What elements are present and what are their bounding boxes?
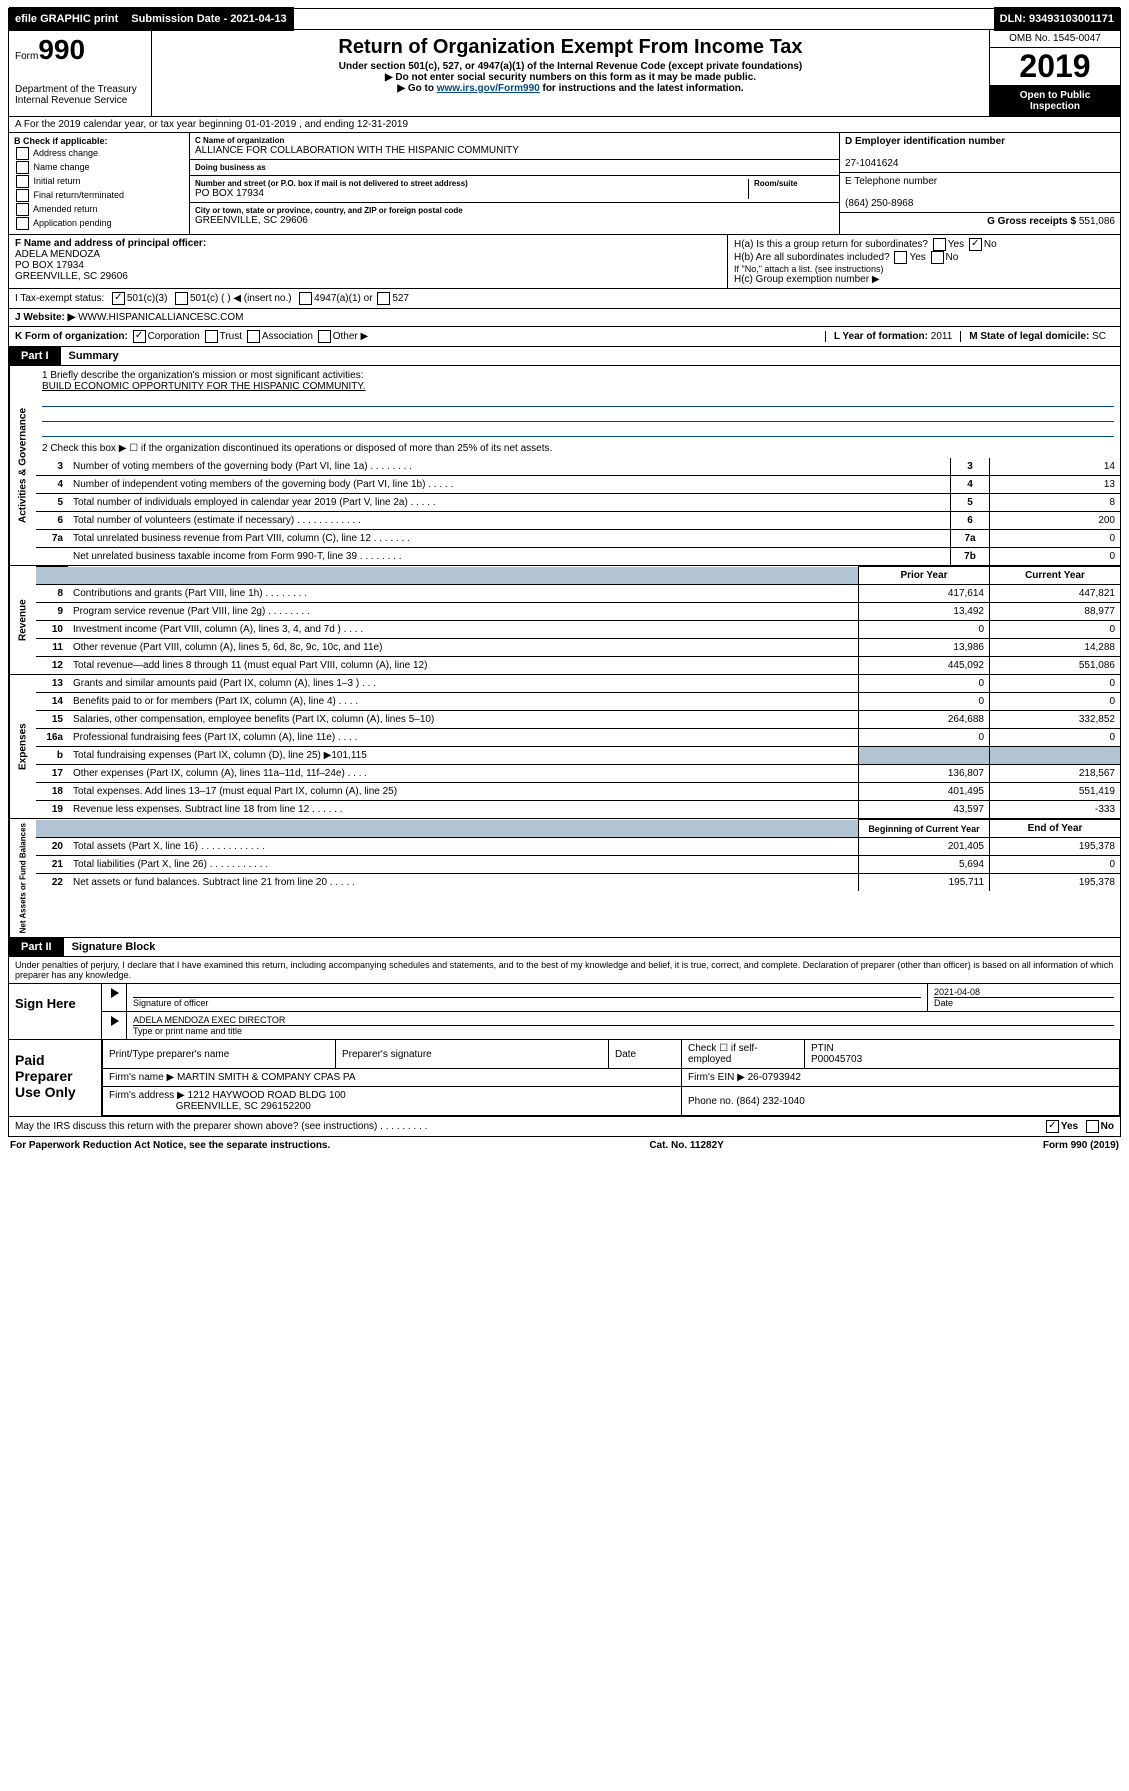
- row-j: J Website: ▶ WWW.HISPANICALLIANCESC.COM: [8, 309, 1121, 327]
- part2-header: Part II Signature Block: [8, 938, 1121, 957]
- website: WWW.HISPANICALLIANCESC.COM: [78, 312, 243, 323]
- arrow-icon: [111, 1016, 119, 1026]
- part1-header: Part I Summary: [8, 347, 1121, 366]
- form-prefix: Form: [15, 51, 38, 62]
- form990-link[interactable]: www.irs.gov/Form990: [437, 83, 540, 94]
- submission-date: Submission Date - 2021-04-13: [125, 7, 293, 31]
- preparer-phone: (864) 232-1040: [736, 1096, 804, 1107]
- row-i: I Tax-exempt status: ✓ 501(c)(3) 501(c) …: [8, 289, 1121, 309]
- ha-no[interactable]: ✓: [969, 238, 982, 251]
- section-c: C Name of organization ALLIANCE FOR COLL…: [190, 133, 839, 234]
- omb-number: OMB No. 1545-0047: [990, 30, 1120, 47]
- sign-date: 2021-04-08: [934, 987, 1114, 997]
- revenue-section: Revenue Prior YearCurrent Year8Contribut…: [8, 566, 1121, 675]
- sign-section: Sign Here Signature of officer 2021-04-0…: [8, 984, 1121, 1040]
- gross-receipts: 551,086: [1079, 216, 1115, 227]
- perjury-text: Under penalties of perjury, I declare th…: [8, 957, 1121, 984]
- org-address: PO BOX 17934: [195, 188, 748, 199]
- org-info-grid: B Check if applicable: Address change Na…: [8, 133, 1121, 235]
- org-city: GREENVILLE, SC 29606: [195, 215, 834, 226]
- ha-yes[interactable]: [933, 238, 946, 251]
- section-fh: F Name and address of principal officer:…: [8, 235, 1121, 289]
- section-h: H(a) Is this a group return for subordin…: [728, 235, 1120, 288]
- section-f: F Name and address of principal officer:…: [9, 235, 728, 288]
- row-a-period: A For the 2019 calendar year, or tax yea…: [8, 117, 1121, 133]
- form-note1: ▶ Do not enter social security numbers o…: [162, 72, 979, 83]
- netassets-section: Net Assets or Fund Balances Beginning of…: [8, 819, 1121, 938]
- paid-preparer-section: Paid Preparer Use Only Print/Type prepar…: [8, 1040, 1121, 1117]
- governance-section: Activities & Governance 1 Briefly descri…: [8, 366, 1121, 566]
- revenue-table: Prior YearCurrent Year8Contributions and…: [36, 566, 1120, 674]
- 501c3-check[interactable]: ✓: [112, 292, 125, 305]
- arrow-icon: [111, 988, 119, 998]
- corp-check[interactable]: ✓: [133, 330, 146, 343]
- org-name: ALLIANCE FOR COLLABORATION WITH THE HISP…: [195, 145, 834, 156]
- hb-yes[interactable]: [894, 251, 907, 264]
- dept-label: Department of the Treasury Internal Reve…: [15, 84, 145, 106]
- governance-table: 3Number of voting members of the governi…: [36, 458, 1120, 565]
- netassets-table: Beginning of Current YearEnd of Year20To…: [36, 819, 1120, 891]
- tax-year: 2019: [990, 47, 1120, 86]
- expenses-table: 13Grants and similar amounts paid (Part …: [36, 675, 1120, 818]
- discuss-no[interactable]: [1086, 1120, 1099, 1133]
- form-header: Form990 Department of the Treasury Inter…: [8, 30, 1121, 117]
- firm-ein: 26-0793942: [748, 1072, 801, 1083]
- dln: DLN: 93493103001171: [994, 7, 1120, 31]
- phone: (864) 250-8968: [845, 198, 913, 209]
- form-number: 990: [38, 34, 85, 65]
- form-title: Return of Organization Exempt From Incom…: [162, 36, 979, 59]
- ein: 27-1041624: [845, 158, 898, 169]
- top-bar: efile GRAPHIC print Submission Date - 20…: [8, 8, 1121, 30]
- discuss-row: May the IRS discuss this return with the…: [8, 1117, 1121, 1137]
- ptin: P00045703: [811, 1054, 862, 1065]
- open-public: Open to Public Inspection: [990, 86, 1120, 116]
- section-d: D Employer identification number 27-1041…: [839, 133, 1120, 234]
- efile-label[interactable]: efile GRAPHIC print: [9, 7, 125, 31]
- row-k: K Form of organization: ✓ Corporation Tr…: [8, 327, 1121, 347]
- form-subtitle: Under section 501(c), 527, or 4947(a)(1)…: [162, 61, 979, 72]
- firm-name: MARTIN SMITH & COMPANY CPAS PA: [177, 1072, 356, 1083]
- discuss-yes[interactable]: ✓: [1046, 1120, 1059, 1133]
- hb-no[interactable]: [931, 251, 944, 264]
- expenses-section: Expenses 13Grants and similar amounts pa…: [8, 675, 1121, 819]
- mission: BUILD ECONOMIC OPPORTUNITY FOR THE HISPA…: [42, 381, 1114, 392]
- footer: For Paperwork Reduction Act Notice, see …: [8, 1137, 1121, 1154]
- section-b: B Check if applicable: Address change Na…: [9, 133, 190, 234]
- signer-name: ADELA MENDOZA EXEC DIRECTOR: [133, 1015, 1114, 1025]
